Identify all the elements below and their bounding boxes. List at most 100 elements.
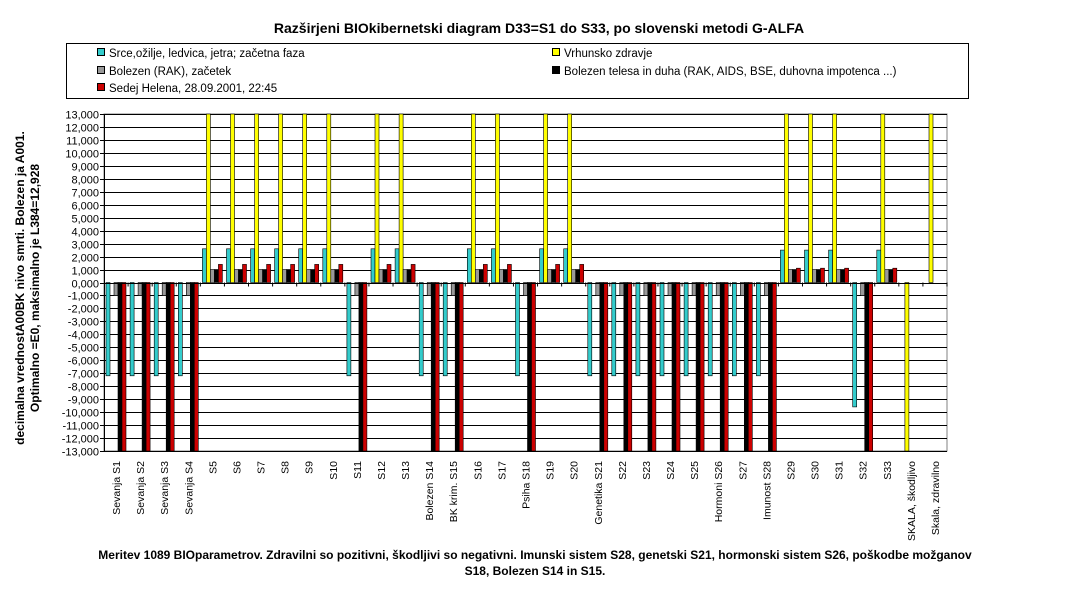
y-tick-label: -11,000 — [63, 421, 100, 433]
bar — [105, 282, 111, 377]
x-tick-label: S19 — [545, 461, 557, 480]
x-tick-label: S5 — [207, 461, 219, 474]
bar — [555, 264, 560, 283]
bar — [643, 282, 649, 296]
bar — [880, 113, 886, 283]
bar — [258, 269, 263, 283]
bar — [623, 282, 629, 452]
x-tick-label: Sevanja S2 — [135, 461, 147, 515]
bar — [466, 248, 472, 283]
bar — [306, 269, 312, 283]
bar — [892, 267, 898, 283]
x-tick-label: Sevanja S4 — [183, 461, 195, 515]
bar — [282, 269, 287, 283]
bar — [230, 113, 235, 283]
bar — [314, 264, 320, 283]
bar — [699, 282, 705, 452]
bar — [527, 282, 532, 452]
legend-label-bolezen-rak: Bolezen (RAK), začetek — [109, 66, 232, 78]
bar — [495, 113, 500, 283]
bar — [169, 282, 175, 452]
x-tick-label: S33 — [882, 461, 894, 480]
legend-item-vrhunsko: Vrhunsko zdravje — [552, 47, 652, 61]
legend-label-bolezen-telesa: Bolezen telesa in duha (RAK, AIDS, BSE, … — [564, 66, 897, 78]
bar — [145, 282, 151, 452]
bar — [238, 269, 243, 283]
bar — [743, 282, 749, 452]
bar — [430, 282, 436, 452]
bar — [928, 113, 934, 283]
y-tick-label: 12,000 — [65, 123, 99, 135]
bar — [575, 269, 581, 283]
x-tick-label: S32 — [858, 461, 870, 480]
bar — [214, 269, 219, 283]
bar — [499, 269, 504, 283]
bar — [386, 264, 392, 283]
bar — [474, 269, 480, 283]
x-tick-label: S25 — [689, 461, 701, 480]
x-tick-label: Sevanja S3 — [159, 461, 171, 515]
bar — [278, 113, 283, 283]
legend-item-sedej: Sedej Helena, 28.09.2001, 22:45 — [97, 82, 277, 96]
y-tick-label: 6,000 — [71, 201, 99, 213]
bar — [442, 282, 448, 377]
bar — [812, 269, 817, 283]
x-tick-label: Psiha S18 — [521, 461, 533, 509]
bar — [675, 282, 681, 452]
x-tick-label: Sevanja S1 — [111, 461, 123, 515]
bar — [418, 282, 424, 377]
bar — [322, 248, 328, 283]
bar — [832, 113, 837, 283]
bar — [551, 269, 556, 283]
bar — [454, 282, 460, 452]
chart-title: Razširjeni BIOkibernetski diagram D33=S1… — [273, 20, 805, 36]
bar — [202, 248, 207, 283]
x-tick-label: Hormoni S26 — [713, 461, 725, 522]
bar — [780, 249, 785, 283]
bar — [739, 282, 745, 296]
bar — [165, 282, 171, 452]
y-tick-label: -9,000 — [68, 395, 99, 407]
x-tick-label: S17 — [496, 461, 508, 480]
chart-footer-note: Meritev 1089 BIOparametrov. Zdravilni so… — [98, 548, 972, 578]
x-tick-label: S31 — [834, 461, 846, 480]
bar — [310, 269, 316, 283]
bar — [868, 282, 874, 452]
bar — [458, 282, 464, 452]
bar — [178, 282, 183, 377]
bar — [334, 269, 340, 283]
bar — [194, 282, 199, 452]
x-tick-label: BK krim. S15 — [448, 461, 460, 522]
bar — [206, 113, 211, 283]
bar — [828, 249, 833, 283]
x-tick-label: S6 — [232, 461, 244, 474]
bar — [816, 269, 821, 283]
bar — [153, 282, 159, 377]
bar — [539, 248, 544, 283]
x-tick-label: S8 — [280, 461, 292, 474]
y-tick-label: 3,000 — [71, 240, 99, 252]
bar — [358, 282, 364, 452]
y-tick-label: 10,000 — [65, 149, 99, 161]
bar — [627, 282, 633, 452]
legend-swatch-sedej — [97, 83, 105, 91]
bar — [884, 269, 890, 283]
x-tick-label: S23 — [641, 461, 653, 480]
bar — [671, 282, 677, 452]
bar — [860, 282, 866, 296]
bar — [567, 113, 573, 283]
y-tick-label: 5,000 — [71, 214, 99, 226]
bar — [274, 248, 279, 283]
bar — [242, 264, 247, 283]
legend-swatch-bolezen-rak — [97, 66, 105, 74]
bar — [226, 248, 231, 283]
bar — [218, 264, 223, 283]
bar — [402, 269, 408, 283]
bar — [113, 282, 119, 296]
y-tick-label: -4,000 — [68, 330, 99, 342]
bar — [579, 264, 585, 283]
bar — [792, 269, 797, 283]
bar — [394, 248, 400, 283]
bar — [426, 282, 432, 296]
y-tick-label: 4,000 — [71, 227, 99, 239]
